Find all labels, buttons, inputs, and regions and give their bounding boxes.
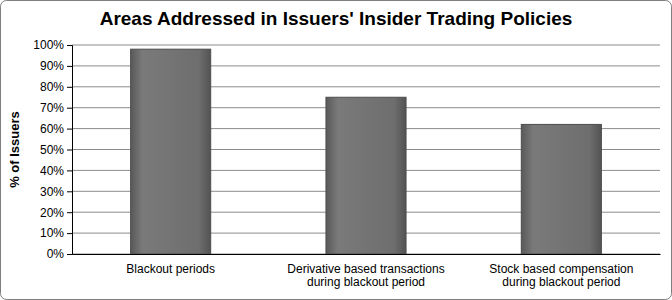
y-tick-mark [67,170,72,171]
y-tick-mark [67,254,72,255]
y-tick: 50% [40,143,72,157]
y-tick: 70% [40,101,72,115]
y-tick-label: 10% [40,226,64,240]
y-axis-line [67,46,73,255]
y-tick-mark [67,129,72,130]
y-tick-mark [67,191,72,192]
y-tick-mark [67,233,72,234]
bars [131,49,602,254]
bar [521,124,601,254]
y-tick: 90% [40,59,72,73]
y-tick-label: 0% [47,247,65,261]
x-tick: Stock based compensationduring blackout … [489,262,633,290]
y-axis-title: % of Issuers [7,111,22,188]
y-tick-mark [67,108,72,109]
y-tick-mark [67,87,72,88]
x-axis: Blackout periods Derivative based transac… [73,255,661,290]
y-tick-label: 100% [33,38,64,52]
y-tick-label: 80% [40,80,64,94]
y-tick: 20% [40,206,72,220]
y-tick-label: 20% [40,206,64,220]
bar [131,49,211,254]
grid [72,45,660,254]
chart-border [1,1,672,300]
x-tick-label: Derivative based transactionsduring blac… [287,262,444,290]
y-tick-mark [67,150,72,151]
x-tick: Blackout periods [126,262,215,276]
bar [326,97,406,254]
y-tick-label: 70% [40,101,64,115]
grid-line [72,45,660,46]
y-tick: 30% [40,185,72,199]
y-tick-mark [67,45,72,46]
y-tick-mark [67,212,72,213]
plot: 0% 10% 20% 30% 40% 50% 60% 70% 80% 90% 100% Blackou… [33,38,660,289]
y-tick-label: 30% [40,185,64,199]
y-tick: 60% [40,122,72,136]
title: Areas Addressed in Issuers' Insider Trad… [100,8,573,29]
y-tick: 10% [40,226,72,240]
y-tick: 0% [47,247,72,261]
y-tick-mark [67,66,72,67]
y-tick: 40% [40,164,72,178]
x-tick-label: Blackout periods [126,262,215,276]
x-tick-label: Stock based compensationduring blackout … [489,262,633,290]
y-tick: 80% [40,80,72,94]
y-tick-label: 60% [40,122,64,136]
y-tick-label: 50% [40,143,64,157]
chart: Areas Addressed in Issuers' Insider Trad… [0,0,672,300]
x-axis-line [73,254,661,255]
y-axis: 0% 10% 20% 30% 40% 50% 60% 70% 80% 90% 100% [33,38,72,261]
y-tick-label: 90% [40,59,64,73]
y-tick-label: 40% [40,164,64,178]
y-tick: 100% [33,38,72,52]
x-tick: Derivative based transactionsduring blac… [287,262,444,290]
